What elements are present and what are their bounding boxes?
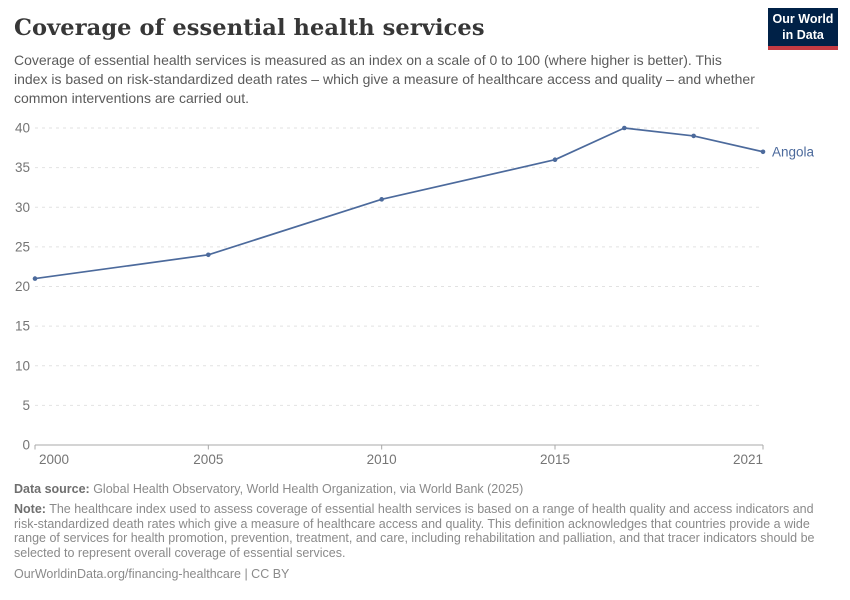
chart-subtitle: Coverage of essential health services is…: [14, 52, 755, 106]
note-label: Note:: [14, 502, 46, 516]
y-axis-label: 35: [15, 160, 30, 175]
chart-footer: Data source: Global Health Observatory, …: [14, 482, 836, 582]
owid-logo-line2: in Data: [782, 27, 824, 42]
y-axis-label: 5: [22, 398, 30, 413]
x-axis-label: 2015: [540, 452, 570, 467]
x-axis-label: 2000: [39, 452, 69, 467]
owid-logo: Our World in Data: [768, 8, 838, 50]
note-text: The healthcare index used to assess cove…: [14, 502, 815, 560]
page-title: Coverage of essential health services: [14, 15, 485, 41]
y-axis-label: 0: [22, 438, 30, 453]
y-axis-label: 10: [15, 358, 30, 373]
data-point: [760, 149, 766, 155]
data-source-line: Data source: Global Health Observatory, …: [14, 482, 836, 497]
y-axis-label: 30: [15, 200, 30, 215]
canonical-url-link[interactable]: OurWorldinData.org/financing-healthcare …: [14, 567, 290, 582]
data-line: [34, 127, 764, 280]
x-axis-label: 2010: [367, 452, 397, 467]
x-axis-label: 2005: [193, 452, 223, 467]
data-source-text: Global Health Observatory, World Health …: [89, 482, 524, 496]
y-axis-label: 15: [15, 319, 30, 334]
y-axis-label: 20: [15, 279, 30, 294]
y-axis-label: 40: [15, 121, 30, 136]
data-point: [622, 125, 627, 131]
data-point: [552, 157, 558, 162]
x-axis-label: 2021: [733, 452, 763, 467]
series-end-label: Angola: [772, 144, 815, 159]
data-point: [379, 197, 384, 202]
data-point: [691, 133, 696, 139]
note-line: Note: The healthcare index used to asses…: [14, 502, 836, 560]
data-source-label: Data source:: [14, 482, 90, 496]
data-point: [32, 276, 38, 281]
chart-area: 0 5 10 15 20 25 30 35 40 2000 2005 2010 2015 2021 Ango…: [0, 110, 850, 475]
data-point: [206, 252, 211, 258]
owid-logo-line1: Our World: [772, 12, 834, 26]
y-axis-label: 25: [15, 239, 30, 254]
chart-svg: 0 5 10 15 20 25 30 35 40 2000 2005 2010 2015 2021 Ango…: [15, 121, 815, 468]
